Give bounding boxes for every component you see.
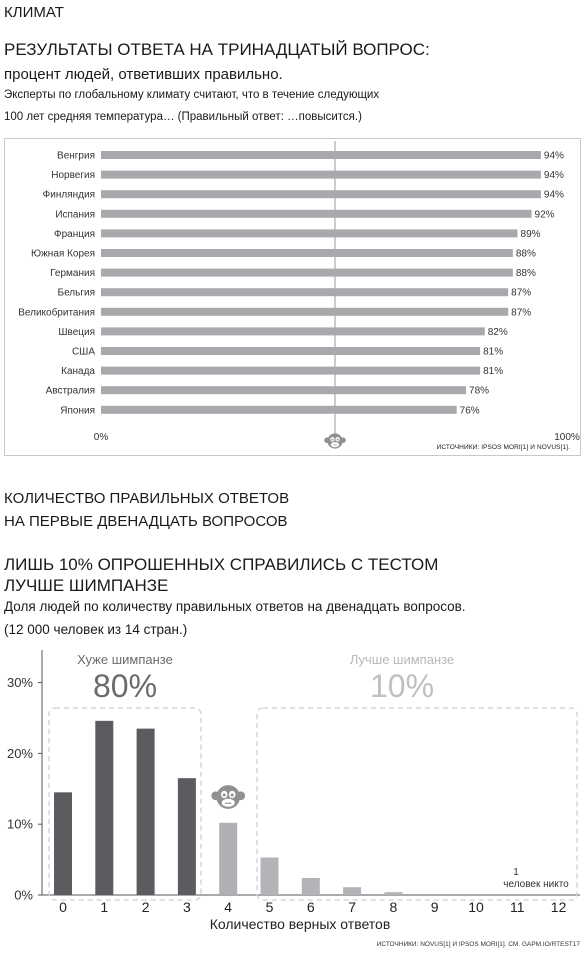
y-tick-label: 30% bbox=[7, 675, 33, 690]
worse-group-box bbox=[48, 707, 202, 901]
chart2-title-line1: КОЛИЧЕСТВО ПРАВИЛЬНЫХ ОТВЕТОВ bbox=[4, 490, 290, 507]
better-group-box bbox=[256, 707, 578, 901]
country-label: Германия bbox=[50, 268, 95, 279]
country-bar bbox=[101, 151, 541, 159]
x-tick-label: 11 bbox=[510, 899, 525, 915]
x-tick-label: 6 bbox=[307, 899, 315, 915]
worse-group-value: 80% bbox=[93, 668, 157, 704]
worse-group-label: Хуже шимпанзе bbox=[77, 652, 173, 667]
country-bar bbox=[101, 327, 485, 336]
x-tick-label: 7 bbox=[348, 899, 356, 915]
value-label: 94% bbox=[544, 151, 564, 162]
chart2-sources: ИСТОЧНИКИ: NOVUS[1] И IPSOS MORI[1]. СМ.… bbox=[377, 941, 581, 948]
bar bbox=[384, 892, 403, 895]
country-label: Франция bbox=[54, 229, 95, 240]
value-label: 81% bbox=[483, 347, 503, 358]
value-label: 92% bbox=[535, 209, 555, 220]
chimpanzee-icon bbox=[211, 785, 246, 809]
country-label: Япония bbox=[60, 405, 95, 416]
chart2-heading-line2: ЛУЧШЕ ШИМПАНЗЕ bbox=[4, 576, 169, 595]
axis-max-label: 100% bbox=[554, 432, 580, 443]
country-bar bbox=[101, 170, 541, 179]
x-tick-label: 2 bbox=[142, 899, 150, 915]
value-label: 82% bbox=[488, 327, 508, 338]
bar bbox=[95, 720, 114, 895]
country-bar bbox=[101, 288, 509, 297]
country-bar bbox=[101, 307, 509, 316]
section-label: КЛИМАТ bbox=[4, 4, 64, 21]
country-bar bbox=[101, 386, 467, 395]
country-bar bbox=[101, 366, 481, 375]
x-tick-label: 5 bbox=[266, 899, 274, 915]
country-label: Венгрия bbox=[57, 151, 95, 162]
x-tick-label: 0 bbox=[59, 899, 67, 915]
x-tick-label: 10 bbox=[468, 899, 484, 915]
better-group-label: Лучше шимпанзе bbox=[350, 652, 454, 667]
x-axis-label: Количество верных ответов bbox=[210, 916, 391, 932]
x-tick-label: 1 bbox=[100, 899, 108, 915]
x-tick-label: 4 bbox=[224, 899, 232, 915]
value-label: 88% bbox=[516, 249, 536, 260]
value-label: 78% bbox=[469, 386, 489, 397]
bar bbox=[343, 887, 362, 895]
value-label: 94% bbox=[544, 190, 564, 201]
value-label: 87% bbox=[511, 307, 531, 318]
country-label: Норвегия bbox=[51, 170, 95, 181]
bar bbox=[301, 878, 320, 895]
note-text: человек никто bbox=[503, 879, 569, 890]
value-label: 81% bbox=[483, 366, 503, 377]
country-label: Австралия bbox=[46, 386, 95, 397]
country-label: Бельгия bbox=[58, 288, 96, 299]
country-label: США bbox=[72, 347, 95, 358]
country-bar bbox=[101, 249, 513, 257]
better-group-value: 10% bbox=[370, 668, 434, 704]
chart1-heading: РЕЗУЛЬТАТЫ ОТВЕТА НА ТРИНАДЦАТЫЙ ВОПРОС: bbox=[4, 40, 430, 59]
country-label: Финляндия bbox=[43, 190, 95, 201]
x-tick-label: 12 bbox=[551, 899, 567, 915]
bar bbox=[136, 728, 155, 895]
bar bbox=[260, 857, 279, 895]
value-label: 94% bbox=[544, 170, 564, 181]
chart1-subheading: процент людей, ответивших правильно. bbox=[4, 66, 283, 83]
chart1-description-line2: 100 лет средняя температура… (Правильный… bbox=[4, 111, 362, 123]
country-bar-chart-svg: Венгрия 94% Норвегия 94% Финляндия 94% Испания… bbox=[18, 141, 580, 449]
country-bar bbox=[101, 209, 532, 218]
value-label: 87% bbox=[511, 288, 531, 299]
chart2-description-line1: Доля людей по количеству правильных отве… bbox=[4, 599, 466, 614]
value-label: 89% bbox=[521, 229, 541, 240]
country-label: Южная Корея bbox=[31, 249, 95, 260]
country-label: Швеция bbox=[58, 327, 95, 338]
country-bar bbox=[101, 190, 541, 199]
country-label: Великобритания bbox=[18, 306, 95, 318]
country-bar bbox=[101, 268, 513, 277]
y-tick-label: 20% bbox=[7, 746, 33, 761]
chart1-description-line1: Эксперты по глобальному климату считают,… bbox=[4, 89, 380, 101]
country-label: Испания bbox=[55, 209, 95, 220]
x-tick-label: 8 bbox=[390, 899, 398, 915]
bar bbox=[219, 822, 238, 895]
chart1-sources: ИСТОЧНИКИ: IPSOS MORI[1] И NOVUS[1]. bbox=[436, 444, 570, 451]
bar bbox=[54, 792, 72, 895]
country-bar bbox=[101, 229, 518, 238]
country-bar bbox=[101, 405, 457, 414]
answers-distribution-chart: 0% 10% 20% 30% Хуже шимпанзе 80% Лучше шимпанз… bbox=[0, 645, 587, 954]
chart2-title-line2: НА ПЕРВЫЕ ДВЕНАДЦАТЬ ВОПРОСОВ bbox=[4, 513, 288, 530]
country-bar bbox=[101, 347, 481, 355]
value-label: 88% bbox=[516, 268, 536, 279]
x-tick-label: 9 bbox=[431, 899, 439, 915]
country-label: Канада bbox=[61, 366, 95, 377]
y-tick-label: 10% bbox=[7, 817, 33, 832]
axis-min-label: 0% bbox=[94, 432, 109, 443]
chimpanzee-icon bbox=[324, 433, 346, 449]
note-count: 1 bbox=[513, 867, 519, 878]
x-tick-label: 3 bbox=[183, 899, 191, 915]
y-tick-label: 0% bbox=[14, 888, 33, 903]
chart2-description-line2: (12 000 человек из 14 стран.) bbox=[4, 622, 188, 637]
bar bbox=[177, 778, 196, 895]
value-label: 76% bbox=[460, 405, 480, 416]
country-bar-chart: Венгрия 94% Норвегия 94% Финляндия 94% Испания… bbox=[4, 138, 581, 456]
chart2-heading-line1: ЛИШЬ 10% ОПРОШЕННЫХ СПРАВИЛИСЬ С ТЕСТОМ bbox=[4, 555, 439, 574]
